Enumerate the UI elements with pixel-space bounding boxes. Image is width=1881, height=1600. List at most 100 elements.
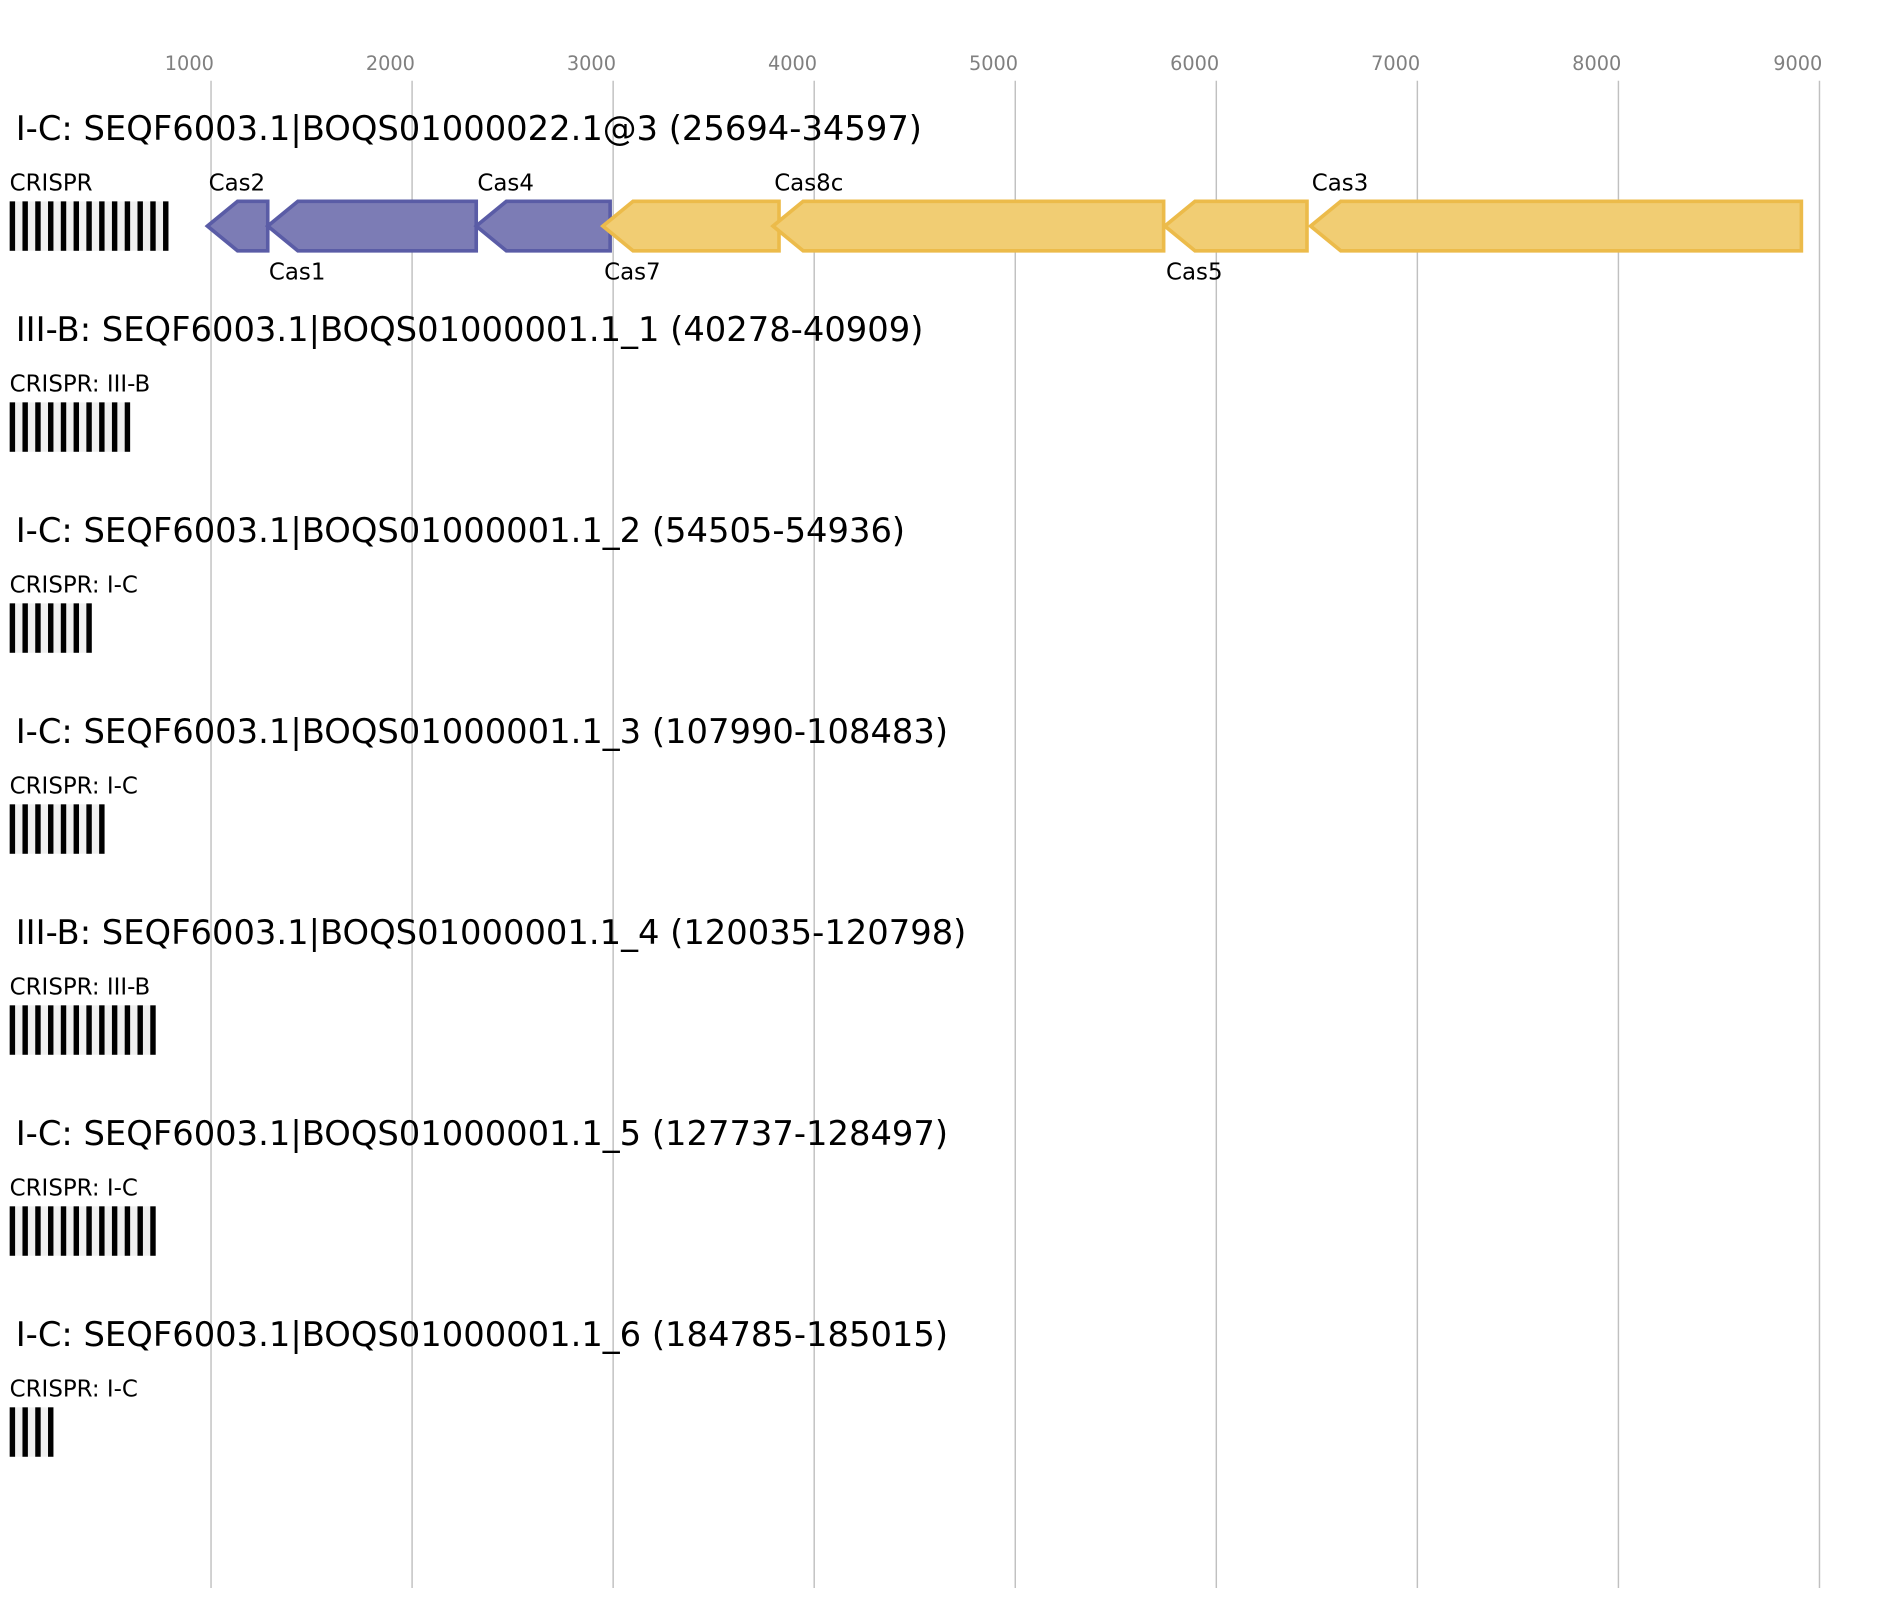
crispr-label: CRISPR: I-C (10, 572, 138, 598)
crispr-repeat (124, 402, 131, 452)
crispr-repeat (9, 201, 16, 251)
crispr-repeat (35, 402, 41, 452)
crispr-repeat (73, 804, 80, 854)
crispr-repeat (163, 201, 169, 251)
crispr-repeat (22, 603, 28, 653)
crispr-repeat (9, 402, 16, 452)
locus-title: I-C: SEQF6003.1|BOQS01000001.1_2 (54505-… (16, 511, 905, 550)
crispr-repeat (111, 402, 118, 452)
crispr-repeat (60, 1005, 67, 1055)
gene-label: Cas7 (604, 260, 661, 286)
crispr-repeat (22, 402, 28, 452)
crispr-array-background (9, 1206, 156, 1256)
crispr-repeat (86, 804, 92, 854)
locus-title: I-C: SEQF6003.1|BOQS01000001.1_5 (127737… (16, 1114, 948, 1153)
crispr-repeat (60, 1206, 67, 1256)
crispr-repeat (73, 603, 80, 653)
gene-arrow-cas5 (1161, 199, 1309, 253)
crispr-repeat (60, 804, 67, 854)
crispr-repeat (111, 1206, 118, 1256)
locus-title: III-B: SEQF6003.1|BOQS01000001.1_1 (4027… (16, 310, 924, 349)
crispr-repeat (22, 201, 28, 251)
crispr-repeat (22, 1005, 28, 1055)
crispr-repeat (22, 1206, 28, 1256)
crispr-repeat (73, 402, 80, 452)
crispr-repeat (86, 201, 92, 251)
crispr-repeat (137, 1206, 143, 1256)
tick-label: 5000 (969, 52, 1018, 75)
gene-label: Cas3 (1312, 171, 1369, 197)
tick-label: 3000 (567, 52, 616, 75)
crispr-repeat (35, 804, 41, 854)
crispr-repeat (48, 1206, 54, 1256)
crispr-repeat (99, 804, 105, 854)
crispr-label: CRISPR: I-C (10, 773, 138, 799)
crispr-array-background (9, 1407, 54, 1457)
crispr-repeat (48, 1005, 54, 1055)
crispr-repeat (86, 1005, 92, 1055)
crispr-label: CRISPR: III-B (10, 974, 151, 1000)
crispr-repeat (35, 1206, 41, 1256)
crispr-repeat (9, 603, 16, 653)
gene-arrow-cas8c (770, 199, 1166, 253)
crispr-repeat (35, 201, 41, 251)
gene-arrow-cas3 (1307, 199, 1804, 253)
crispr-repeat (22, 804, 28, 854)
gene-arrow-cas7 (600, 199, 781, 253)
crispr-label: CRISPR (10, 171, 93, 197)
crispr-repeat (111, 201, 118, 251)
crispr-repeat (86, 603, 92, 653)
crispr-repeat (124, 1206, 131, 1256)
tick-label: 9000 (1773, 52, 1822, 75)
crispr-repeat (111, 1005, 118, 1055)
crispr-repeat (73, 1206, 80, 1256)
crispr-repeat (73, 1005, 80, 1055)
crispr-label: CRISPR: I-C (10, 1376, 138, 1402)
crispr-repeat (9, 1206, 16, 1256)
locus-title: III-B: SEQF6003.1|BOQS01000001.1_4 (1200… (16, 913, 967, 952)
crispr-repeat (124, 1005, 131, 1055)
crispr-repeat (9, 804, 16, 854)
crispr-repeat (99, 1206, 105, 1256)
tick-label: 2000 (366, 52, 415, 75)
crispr-repeat (9, 1005, 16, 1055)
crispr-repeat (99, 201, 105, 251)
crispr-repeat (150, 1206, 156, 1256)
crispr-repeat (73, 201, 80, 251)
gene-label: Cas8c (774, 171, 843, 197)
gene-label: Cas5 (1166, 260, 1223, 286)
crispr-repeat (150, 1005, 156, 1055)
crispr-repeat (150, 201, 156, 251)
crispr-repeat (22, 1407, 28, 1457)
crispr-repeat (9, 1407, 16, 1457)
locus-title: I-C: SEQF6003.1|BOQS01000022.1@3 (25694-… (16, 109, 922, 148)
crispr-repeat (35, 1005, 41, 1055)
tick-label: 8000 (1572, 52, 1621, 75)
crispr-repeat (48, 402, 54, 452)
locus-title: I-C: SEQF6003.1|BOQS01000001.1_6 (184785… (16, 1315, 948, 1354)
tick-label: 6000 (1170, 52, 1219, 75)
gene-arrow-cas2 (204, 199, 270, 253)
crispr-repeat (35, 603, 41, 653)
crispr-repeat (48, 201, 54, 251)
tick-label: 4000 (768, 52, 817, 75)
crispr-repeat (99, 1005, 105, 1055)
crispr-label: CRISPR: I-C (10, 1175, 138, 1201)
crispr-repeat (48, 804, 54, 854)
crispr-repeat (35, 1407, 41, 1457)
gene-label: Cas1 (269, 260, 326, 286)
crispr-array-background (9, 402, 131, 452)
crispr-repeat (99, 402, 105, 452)
crispr-repeat (86, 1206, 92, 1256)
gene-arrow-cas4 (473, 199, 612, 253)
gene-label: Cas4 (477, 171, 534, 197)
crispr-repeat (137, 201, 143, 251)
crispr-repeat (48, 1407, 54, 1457)
crispr-repeat (137, 1005, 143, 1055)
locus-title: I-C: SEQF6003.1|BOQS01000001.1_3 (107990… (16, 712, 948, 751)
tick-label: 1000 (165, 52, 214, 75)
crispr-label: CRISPR: III-B (10, 371, 151, 397)
crispr-array-background (9, 1005, 156, 1055)
crispr-repeat (124, 201, 131, 251)
